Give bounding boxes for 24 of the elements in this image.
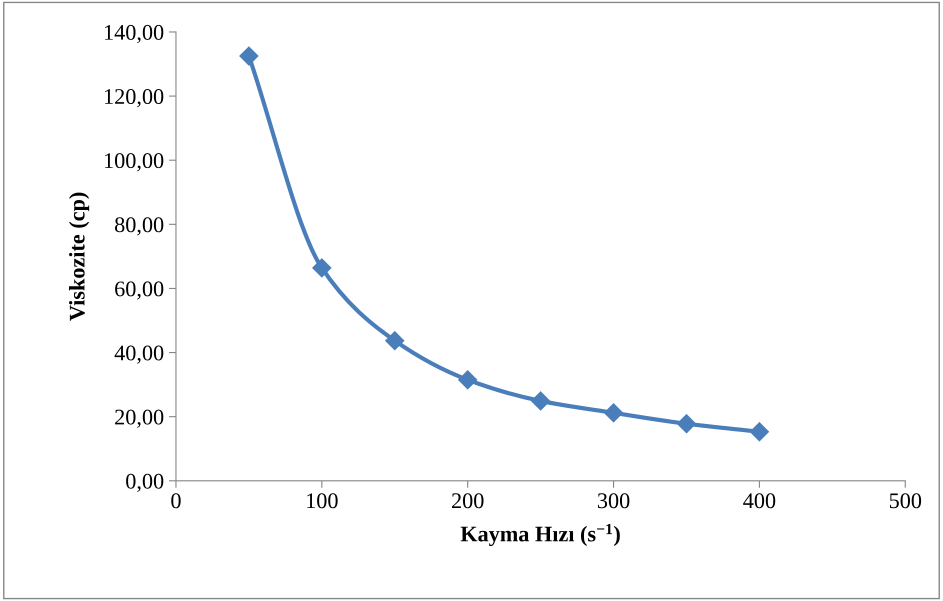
point [239,46,258,66]
x-tick-label: 500 [890,493,922,508]
x-tick-label: 0 [171,493,181,508]
point [385,331,404,350]
x-axis-title: Kayma Hızı (s$^{−1}$) [460,524,620,546]
point [676,414,696,434]
x-tick-label: 200 [452,493,484,508]
x-tick-label: 400 [743,493,776,508]
x-tick-label: 300 [598,493,630,508]
point [458,370,478,390]
point [604,403,624,422]
y-tick-label: 20,00 [115,410,164,428]
y-tick-label: 60,00 [115,281,164,300]
y-axis-title: Viskozite (cp) [69,192,90,321]
x-tick-label: 100 [307,493,338,508]
y-tick-label: 80,00 [115,217,164,236]
y-tick-label: 0,00 [126,474,164,492]
y-tick-label: 120,00 [105,89,164,108]
point [312,258,332,278]
point [531,391,550,411]
y-tick-label: 140,00 [105,24,164,44]
point [750,422,769,442]
y-tick-label: 40,00 [114,345,164,364]
y-tick-label: 100,00 [105,153,164,172]
